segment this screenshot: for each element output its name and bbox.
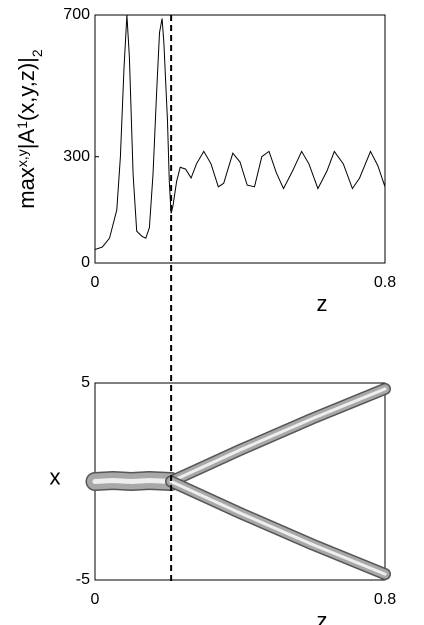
y-axis-label-part: max — [14, 167, 39, 209]
y-tick-label: 5 — [81, 374, 90, 391]
x-tick-label: 0 — [91, 591, 100, 608]
beam-highlight — [169, 480, 387, 576]
beam-highlight — [92, 477, 174, 485]
y-axis-label-part: |A — [14, 129, 39, 150]
x-tick-label: 0 — [91, 274, 100, 291]
y-tick-label: 700 — [63, 6, 90, 23]
y-axis-label: x — [50, 464, 61, 489]
data-line — [94, 14, 386, 250]
y-tick-label: 300 — [63, 148, 90, 165]
y-axis-label: maxx,y|A1(x,y,z)|2 — [14, 49, 45, 209]
plot-frame — [94, 14, 386, 264]
x-tick-label: 0.8 — [374, 591, 396, 608]
y-axis-label-part: 1 — [14, 121, 30, 129]
x-axis-label: z — [317, 608, 328, 625]
beam-highlight — [169, 387, 387, 483]
y-axis-label-part: 2 — [29, 49, 45, 57]
y-tick-label: 0 — [81, 254, 90, 271]
panel: 0 300 700 0 0.8 z maxx,y|A1(x,y,z)|2 — [14, 6, 397, 316]
panel: -5 5 0 0.8 z x — [50, 374, 397, 625]
x-axis-label: z — [317, 291, 328, 316]
x-tick-label: 0.8 — [374, 274, 396, 291]
y-tick-label: -5 — [76, 571, 90, 588]
y-axis-label-part: x,y — [14, 149, 30, 167]
y-axis-label-part: (x,y,z)| — [14, 57, 39, 121]
